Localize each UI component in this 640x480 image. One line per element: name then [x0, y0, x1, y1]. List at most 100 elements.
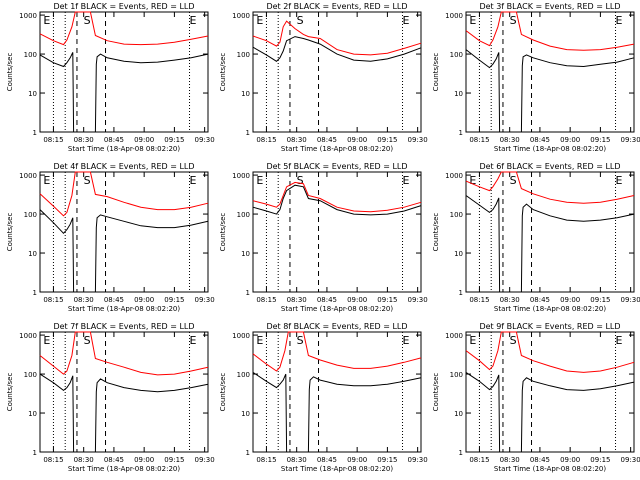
x-tick-label: 08:15: [256, 296, 276, 304]
x-tick-label: 09:00: [134, 456, 154, 464]
x-tick-label: 09:15: [377, 296, 397, 304]
x-tick-label: 08:30: [74, 136, 94, 144]
x-axis-label: Start Time (18-Apr-08 08:02:20): [68, 145, 180, 153]
lld-series-line: [39, 171, 209, 217]
y-axis-label: Counts/sec: [432, 53, 440, 92]
y-tick-label: 10: [454, 90, 463, 98]
marker-label: E: [190, 334, 197, 347]
panel-8: Det 8f BLACK = Events, RED = LLD Counts/s…: [219, 322, 428, 473]
x-tick-label: 09:30: [408, 136, 428, 144]
x-tick-label: 09:15: [164, 296, 184, 304]
x-tick-label: 09:00: [560, 296, 580, 304]
panel-title: Det 8f BLACK = Events, RED = LLD: [266, 322, 407, 331]
lld-series-line: [39, 11, 209, 46]
y-tick-label: 10: [241, 90, 250, 98]
lld-series-line: [465, 331, 635, 373]
y-tick-label: 1000: [232, 332, 250, 340]
x-tick-label: 09:00: [560, 456, 580, 464]
x-tick-label: 08:45: [530, 456, 550, 464]
x-tick-label: 08:45: [530, 136, 550, 144]
marker-label: E: [403, 174, 410, 187]
x-tick-label: 08:30: [74, 296, 94, 304]
x-tick-label: 08:30: [287, 296, 307, 304]
panel-title: Det 3f BLACK = Events, RED = LLD: [479, 2, 620, 11]
marker-label: E: [43, 14, 50, 27]
y-tick-label: 1: [246, 129, 250, 137]
marker-label: E: [256, 174, 263, 187]
lld-series-line: [252, 20, 422, 56]
y-tick-label: 1: [246, 289, 250, 297]
events-series-line: [252, 184, 422, 216]
x-tick-label: 08:45: [317, 456, 337, 464]
marker-label: E: [616, 334, 623, 347]
y-tick-label: 100: [450, 51, 463, 59]
marker-label: E: [469, 174, 476, 187]
panel-9: Det 9f BLACK = Events, RED = LLD Counts/s…: [432, 322, 640, 473]
y-tick-label: 10: [454, 250, 463, 258]
events-series-line: [465, 49, 635, 133]
x-tick-label: 09:15: [590, 136, 610, 144]
lld-series-line: [465, 11, 635, 51]
marker-label: S: [84, 14, 91, 27]
plot-frame: [465, 171, 635, 293]
events-series-line: [39, 209, 209, 293]
y-tick-label: 1000: [445, 172, 463, 180]
x-tick-label: 09:15: [164, 456, 184, 464]
x-tick-label: 08:45: [317, 136, 337, 144]
y-tick-label: 1: [33, 449, 37, 457]
x-tick-label: 09:00: [347, 136, 367, 144]
plot-frame: [252, 171, 422, 293]
x-axis-label: Start Time (18-Apr-08 08:02:20): [68, 305, 180, 313]
marker-label: S: [297, 334, 304, 347]
y-tick-label: 10: [28, 410, 37, 418]
panel-title: Det 1f BLACK = Events, RED = LLD: [53, 2, 194, 11]
y-tick-label: 1000: [19, 172, 37, 180]
x-tick-label: 09:15: [377, 456, 397, 464]
y-tick-label: 100: [237, 51, 250, 59]
x-tick-label: 09:15: [164, 136, 184, 144]
x-tick-label: 09:30: [621, 456, 640, 464]
y-tick-label: 10: [241, 410, 250, 418]
panel-title: Det 9f BLACK = Events, RED = LLD: [479, 322, 620, 331]
plot-frame: [252, 11, 422, 133]
y-tick-label: 100: [237, 371, 250, 379]
x-tick-label: 08:15: [469, 296, 489, 304]
x-tick-label: 08:15: [43, 456, 63, 464]
marker-label: S: [84, 334, 91, 347]
marker-label: E: [43, 334, 50, 347]
y-tick-label: 10: [241, 250, 250, 258]
panel-title: Det 4f BLACK = Events, RED = LLD: [53, 162, 194, 171]
events-series-line: [465, 371, 635, 453]
x-tick-label: 09:00: [347, 456, 367, 464]
y-tick-label: 10: [454, 410, 463, 418]
y-tick-label: 1: [459, 129, 463, 137]
y-tick-label: 100: [450, 371, 463, 379]
x-tick-label: 08:45: [530, 296, 550, 304]
panel-6: Det 6f BLACK = Events, RED = LLD Counts/s…: [432, 162, 640, 313]
x-tick-label: 08:45: [317, 296, 337, 304]
y-axis-label: Counts/sec: [219, 373, 227, 412]
y-axis-label: Counts/sec: [6, 373, 14, 412]
y-tick-label: 100: [24, 51, 37, 59]
y-tick-label: 1000: [232, 172, 250, 180]
y-tick-label: 10: [28, 250, 37, 258]
panel-1: Det 1f BLACK = Events, RED = LLD Counts/s…: [6, 2, 215, 153]
y-tick-label: 1000: [19, 332, 37, 340]
y-tick-label: 1000: [19, 12, 37, 20]
x-tick-label: 08:45: [104, 456, 124, 464]
x-tick-label: 09:30: [408, 456, 428, 464]
x-tick-label: 09:00: [134, 136, 154, 144]
marker-label: E: [256, 334, 263, 347]
y-tick-label: 100: [24, 211, 37, 219]
x-tick-label: 09:30: [408, 296, 428, 304]
x-tick-label: 09:30: [621, 296, 640, 304]
panel-7: Det 7f BLACK = Events, RED = LLD Counts/s…: [6, 322, 215, 473]
y-tick-label: 1: [33, 129, 37, 137]
panel-title: Det 2f BLACK = Events, RED = LLD: [266, 2, 407, 11]
marker-label: S: [84, 174, 91, 187]
events-series-line: [252, 36, 422, 62]
y-tick-label: 1000: [445, 332, 463, 340]
y-tick-label: 1: [459, 289, 463, 297]
plot-frame: [465, 331, 635, 453]
marker-label: E: [403, 334, 410, 347]
